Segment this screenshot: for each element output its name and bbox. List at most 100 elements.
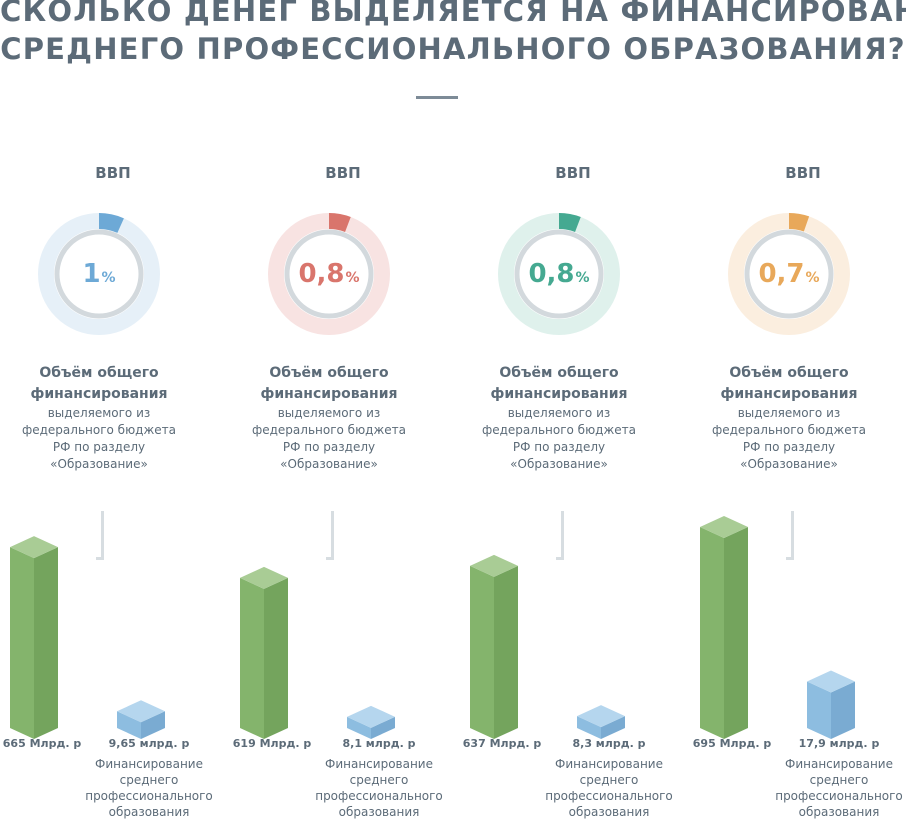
spo-caption-line-3: профессионального bbox=[315, 789, 443, 803]
bar-top-face bbox=[347, 705, 395, 728]
description-subtitle: выделяемого из федерального бюджета РФ п… bbox=[238, 405, 420, 473]
bar-front-face bbox=[577, 716, 601, 739]
description-line-5: РФ по разделу bbox=[52, 440, 146, 454]
bar-top-face bbox=[117, 700, 165, 723]
bar-front-face bbox=[347, 716, 371, 739]
year-column-4: ВВП 0,7% Объём общего финансирования выд… bbox=[693, 160, 906, 821]
gdp-label: ВВП bbox=[785, 164, 821, 182]
bar-top-face bbox=[470, 554, 518, 577]
total-budget-value: 637 Млрд. р bbox=[462, 737, 542, 750]
title-divider bbox=[416, 96, 458, 99]
description-line-1: Объём общего bbox=[729, 365, 849, 381]
gdp-share-value: 0,7% bbox=[728, 213, 850, 335]
description: Объём общего финансирования выделяемого … bbox=[468, 363, 650, 473]
spo-funding-value: 8,1 млрд. р bbox=[342, 737, 416, 750]
spo-caption: Финансирование среднего профессиональног… bbox=[84, 756, 214, 820]
bar-front-face bbox=[10, 547, 34, 739]
description-line-4: федерального бюджета bbox=[481, 423, 637, 437]
description-line-1: Объём общего bbox=[269, 365, 389, 381]
spo-caption-line-1: Финансирование bbox=[325, 757, 433, 771]
ring-share-arc bbox=[558, 213, 581, 233]
description-title: Объём общего финансирования bbox=[238, 363, 420, 405]
bar-front-face bbox=[700, 527, 724, 739]
bar-top-face bbox=[10, 536, 58, 559]
spo-caption-line-1: Финансирование bbox=[785, 757, 893, 771]
bar-side-face bbox=[831, 681, 855, 739]
bar-side-face bbox=[264, 577, 288, 739]
ring-inner-track bbox=[514, 229, 604, 319]
bars-svg bbox=[700, 516, 855, 739]
title-line-2: СРЕДНЕГО ПРОФЕССИОНАЛЬНОГО ОБРАЗОВАНИЯ? bbox=[0, 32, 906, 66]
spo-funding-value: 8,3 млрд. р bbox=[572, 737, 646, 750]
ring-inner-track bbox=[744, 229, 834, 319]
total-budget-bar bbox=[10, 536, 58, 739]
year-column-3: ВВП 0,8% Объём общего финансирования выд… bbox=[463, 160, 678, 821]
description-title: Объём общего финансирования bbox=[468, 363, 650, 405]
gdp-share-number: 1 bbox=[82, 259, 101, 289]
bar-front-face bbox=[117, 711, 141, 739]
connector-bracket bbox=[96, 511, 104, 560]
total-budget-value: 619 Млрд. р bbox=[232, 737, 312, 750]
gdp-share-ring bbox=[498, 213, 620, 335]
gdp-share-unit: % bbox=[575, 270, 590, 286]
bar-side-face bbox=[494, 565, 518, 739]
spo-caption-line-2: среднего bbox=[809, 773, 869, 787]
description-line-2: финансирования bbox=[490, 386, 628, 402]
spo-caption: Финансирование среднего профессиональног… bbox=[314, 756, 444, 820]
gdp-share-ring bbox=[268, 213, 390, 335]
description-line-5: РФ по разделу bbox=[742, 440, 836, 454]
spo-caption-line-2: среднего bbox=[119, 773, 179, 787]
bar-front-face bbox=[807, 681, 831, 739]
gdp-share-unit: % bbox=[101, 270, 116, 286]
year-column-1: ВВП 1% Объём общего финансирования выдел… bbox=[3, 160, 218, 821]
description-line-3: выделяемого из bbox=[507, 406, 611, 420]
gdp-share-value: 1% bbox=[38, 213, 160, 335]
bar-side-face bbox=[601, 716, 625, 739]
spo-caption: Финансирование среднего профессиональног… bbox=[544, 756, 674, 820]
title-line-1: СКОЛЬКО ДЕНЕГ ВЫДЕЛЯЕТСЯ НА ФИНАНСИРОВАН… bbox=[0, 0, 906, 28]
gdp-share-ring bbox=[38, 213, 160, 335]
bar-top-face bbox=[700, 516, 748, 538]
description: Объём общего финансирования выделяемого … bbox=[8, 363, 190, 473]
description: Объём общего финансирования выделяемого … bbox=[698, 363, 880, 473]
description-line-3: выделяемого из bbox=[47, 406, 151, 420]
spo-caption: Финансирование среднего профессиональног… bbox=[774, 756, 904, 820]
connector-bracket bbox=[556, 511, 564, 560]
bar-side-face bbox=[34, 547, 58, 739]
spo-funding-value: 17,9 млрд. р bbox=[798, 737, 880, 750]
spo-funding-bar bbox=[807, 670, 855, 739]
spo-caption-line-4: образования bbox=[108, 805, 190, 819]
ring-share-arc bbox=[788, 213, 810, 232]
year-column-2: ВВП 0,8% Объём общего финансирования выд… bbox=[233, 160, 448, 821]
spo-caption-line-3: профессионального bbox=[775, 789, 903, 803]
gdp-share-unit: % bbox=[805, 270, 820, 286]
gdp-share-number: 0,8 bbox=[298, 259, 345, 289]
bar-top-face bbox=[240, 566, 288, 589]
description-line-6: «Образование» bbox=[510, 457, 608, 471]
gdp-share-number: 0,7 bbox=[758, 259, 805, 289]
spo-caption-line-4: образования bbox=[338, 805, 420, 819]
gdp-share-value: 0,8% bbox=[498, 213, 620, 335]
gdp-share-value: 0,8% bbox=[268, 213, 390, 335]
bars-svg bbox=[240, 566, 395, 739]
bar-side-face bbox=[371, 716, 395, 739]
ring-share-arc bbox=[98, 213, 124, 234]
spo-caption-line-1: Финансирование bbox=[95, 757, 203, 771]
spo-caption-line-4: образования bbox=[798, 805, 880, 819]
description-line-3: выделяемого из bbox=[737, 406, 841, 420]
gdp-label: ВВП bbox=[555, 164, 591, 182]
spo-funding-bar bbox=[577, 705, 625, 739]
description-line-4: федерального бюджета bbox=[711, 423, 867, 437]
spo-funding-bar bbox=[347, 705, 395, 739]
gdp-label: ВВП bbox=[325, 164, 361, 182]
description: Объём общего финансирования выделяемого … bbox=[238, 363, 420, 473]
bar-top-face bbox=[577, 705, 625, 728]
description-line-4: федерального бюджета bbox=[251, 423, 407, 437]
description-line-6: «Образование» bbox=[50, 457, 148, 471]
page-title: СКОЛЬКО ДЕНЕГ ВЫДЕЛЯЕТСЯ НА ФИНАНСИРОВАН… bbox=[0, 0, 906, 68]
connector-bracket bbox=[326, 511, 334, 560]
spo-funding-value: 9,65 млрд. р bbox=[108, 737, 190, 750]
gdp-share-ring bbox=[728, 213, 850, 335]
bars-svg bbox=[470, 554, 625, 739]
bar-top-face bbox=[807, 670, 855, 693]
